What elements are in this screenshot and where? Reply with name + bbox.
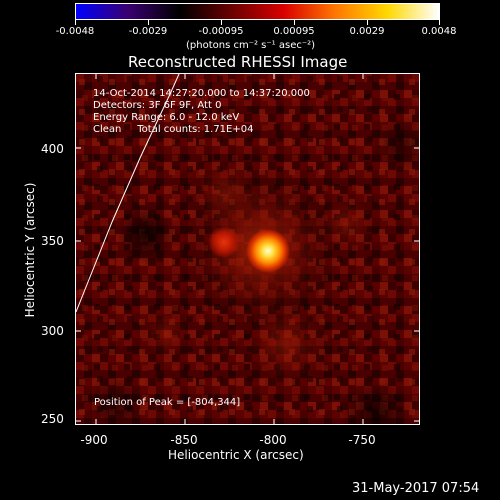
reconstructed-image (76, 74, 419, 424)
render-timestamp: 31-May-2017 07:54 (352, 481, 480, 496)
y-tick-label: 350 (41, 234, 64, 248)
energy-range-text: Energy Range: 6.0 - 12.0 keV (93, 112, 240, 123)
detectors-text: Detectors: 3F 6F 9F, Att 0 (93, 100, 222, 111)
colorbar-tick-label: 0.0048 (421, 26, 457, 37)
colorbar (75, 3, 440, 20)
x-axis-label: Heliocentric X (arcsec) (168, 448, 304, 462)
x-tick-label: -850 (170, 433, 198, 447)
solar-limb-line (76, 74, 180, 313)
colorbar-ticks (0, 20, 500, 26)
colorbar-units: (photons cm⁻² s⁻¹ asec⁻²) (186, 40, 316, 51)
y-tick-label: 250 (41, 412, 64, 426)
colorbar-tick-label: 0.0029 (349, 26, 385, 37)
colorbar-tick-label: -0.0029 (128, 26, 168, 37)
x-tick-label: -900 (80, 433, 108, 447)
y-tick-label: 400 (41, 142, 64, 156)
peak-position-text: Position of Peak = [-804,344] (94, 397, 241, 408)
y-axis-label: Heliocentric Y (arcsec) (23, 182, 37, 318)
x-tick-label: -750 (348, 433, 376, 447)
image-plot (75, 73, 420, 425)
y-tick-label: 300 (41, 324, 64, 338)
time-range-text: 14-Oct-2014 14:27:20.000 to 14:37:20.000 (93, 88, 310, 99)
colorbar-tick-label: -0.00095 (198, 26, 244, 37)
colorbar-tick-label: -0.0048 (55, 26, 95, 37)
total-counts-text: Clean Total counts: 1.71E+04 (93, 124, 254, 135)
colorbar-tick-label: 0.00095 (273, 26, 315, 37)
image-title: Reconstructed RHESSI Image (128, 53, 348, 71)
x-tick-label: -800 (259, 433, 287, 447)
